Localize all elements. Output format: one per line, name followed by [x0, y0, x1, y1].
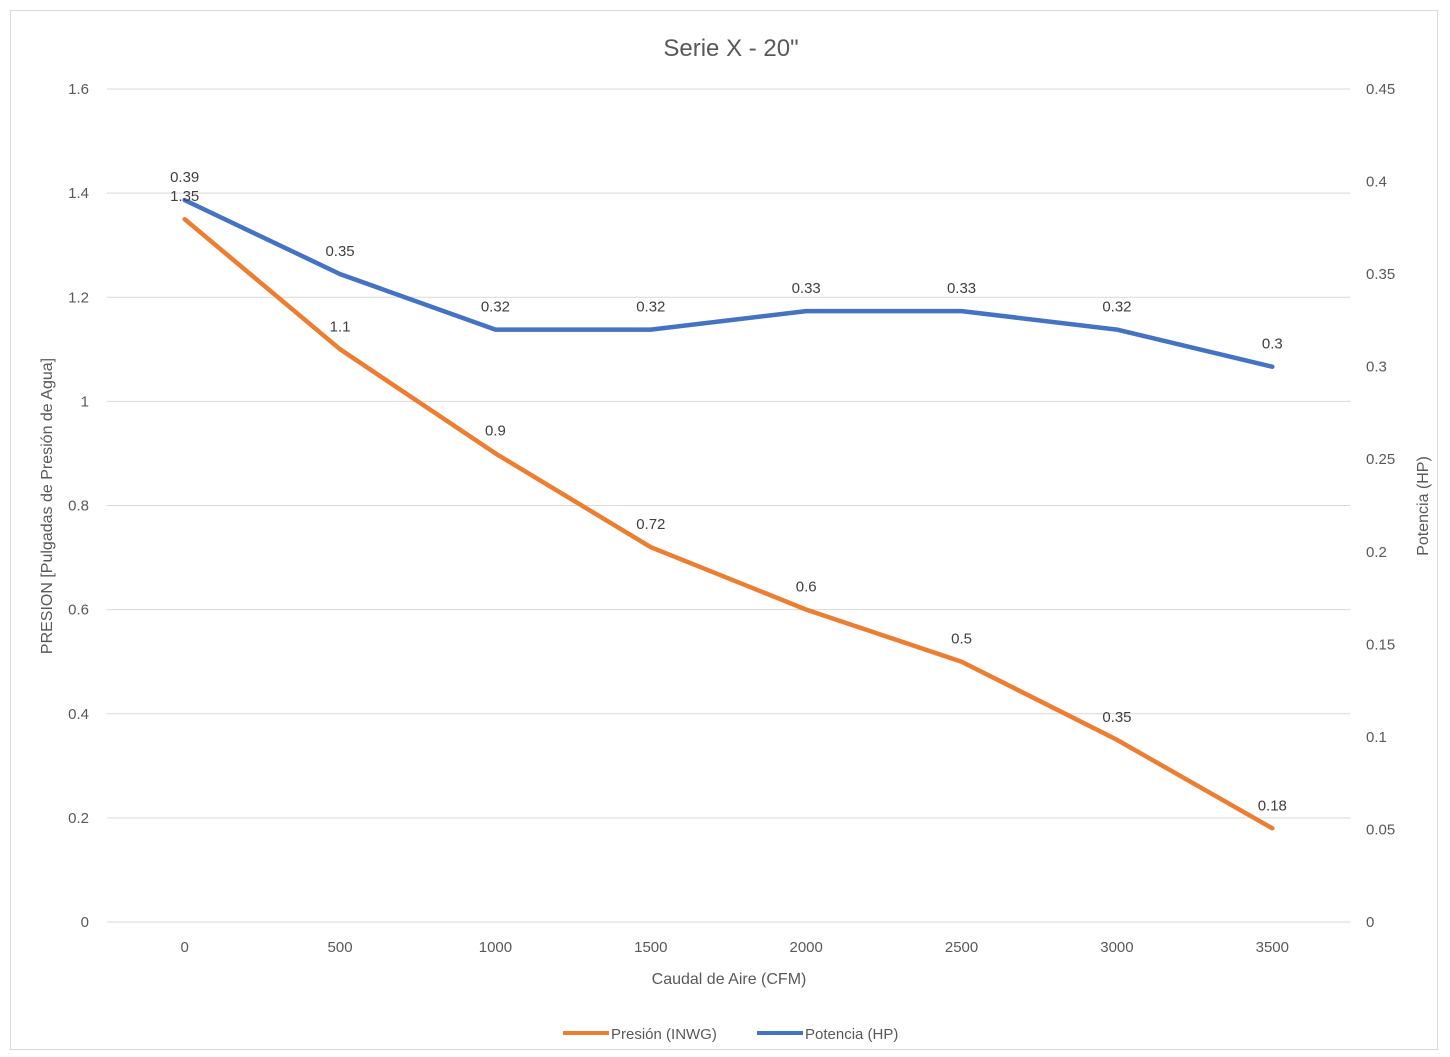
y2-tick-label: 0.2 [1366, 544, 1387, 561]
x-axis-ticks: 0 500 1000 1500 2000 2500 3000 3500 [181, 939, 1289, 956]
data-label: 0.33 [792, 280, 821, 297]
data-label: 0.5 [951, 631, 972, 648]
data-label: 0.18 [1258, 797, 1287, 814]
y-tick-label: 0.6 [68, 602, 89, 619]
data-labels: 1.35 1.1 0.9 0.72 0.6 0.5 0.35 0.18 0.39 0.35 0.32… [170, 169, 1287, 814]
data-label: 0.32 [1102, 299, 1131, 316]
y2-tick-label: 0.45 [1366, 81, 1395, 98]
data-label: 0.35 [1102, 709, 1131, 726]
data-label: 0.32 [481, 299, 510, 316]
data-label: 0.39 [170, 169, 199, 186]
data-label: 0.33 [947, 280, 976, 297]
data-label: 1.1 [330, 318, 351, 335]
y2-axis-title: Potencia (HP) [1415, 456, 1432, 556]
y2-tick-label: 0.1 [1366, 729, 1387, 746]
y-tick-label: 0 [81, 914, 89, 931]
y2-tick-label: 0.25 [1366, 451, 1395, 468]
series-line-potencia [182, 197, 1275, 369]
y-tick-label: 1 [81, 393, 89, 410]
data-label: 0.35 [325, 243, 354, 260]
chart-frame [10, 10, 1438, 1050]
x-tick-label: 1500 [634, 939, 667, 956]
y2-tick-label: 0.35 [1366, 266, 1395, 283]
legend-label-presion: Presión (INWG) [611, 1026, 717, 1043]
x-tick-label: 1000 [479, 939, 512, 956]
data-label: 0.3 [1262, 336, 1283, 353]
y2-tick-label: 0.05 [1366, 821, 1395, 838]
x-tick-label: 3500 [1256, 939, 1289, 956]
gridlines [107, 88, 1350, 923]
data-label: 0.72 [636, 516, 665, 533]
x-tick-label: 2000 [790, 939, 823, 956]
data-label: 0.6 [796, 579, 817, 596]
y2-tick-label: 0.15 [1366, 636, 1395, 653]
y-tick-label: 1.6 [68, 81, 89, 98]
y2-tick-label: 0 [1366, 914, 1374, 931]
series-line-presion [182, 216, 1275, 831]
data-label: 1.35 [170, 188, 199, 205]
y-axis-title: PRESION [Pulgadas de Presión de Agua] [39, 358, 56, 654]
series-lines [182, 197, 1275, 831]
data-label: 0.32 [636, 299, 665, 316]
x-axis-title: Caudal de Aire (CFM) [652, 971, 807, 988]
chart-title: Serie X - 20" [663, 35, 798, 62]
data-label: 0.9 [485, 422, 506, 439]
y-tick-label: 1.2 [68, 289, 89, 306]
y-tick-label: 0.2 [68, 810, 89, 827]
y-tick-label: 1.4 [68, 185, 89, 202]
legend: Presión (INWG) Potencia (HP) [563, 1026, 898, 1043]
x-tick-label: 2500 [945, 939, 978, 956]
x-tick-label: 500 [328, 939, 353, 956]
y-axis-ticks: 0 0.2 0.4 0.6 0.8 1 1.2 1.4 1.6 [68, 81, 89, 931]
x-tick-label: 3000 [1100, 939, 1133, 956]
y-tick-label: 0.4 [68, 706, 89, 723]
y2-axis-ticks: 0 0.05 0.1 0.15 0.2 0.25 0.3 0.35 0.4 0.45 [1366, 81, 1395, 931]
legend-label-potencia: Potencia (HP) [805, 1026, 898, 1043]
y-tick-label: 0.8 [68, 498, 89, 515]
y2-tick-label: 0.4 [1366, 174, 1387, 191]
y2-tick-label: 0.3 [1366, 359, 1387, 376]
x-tick-label: 0 [181, 939, 189, 956]
